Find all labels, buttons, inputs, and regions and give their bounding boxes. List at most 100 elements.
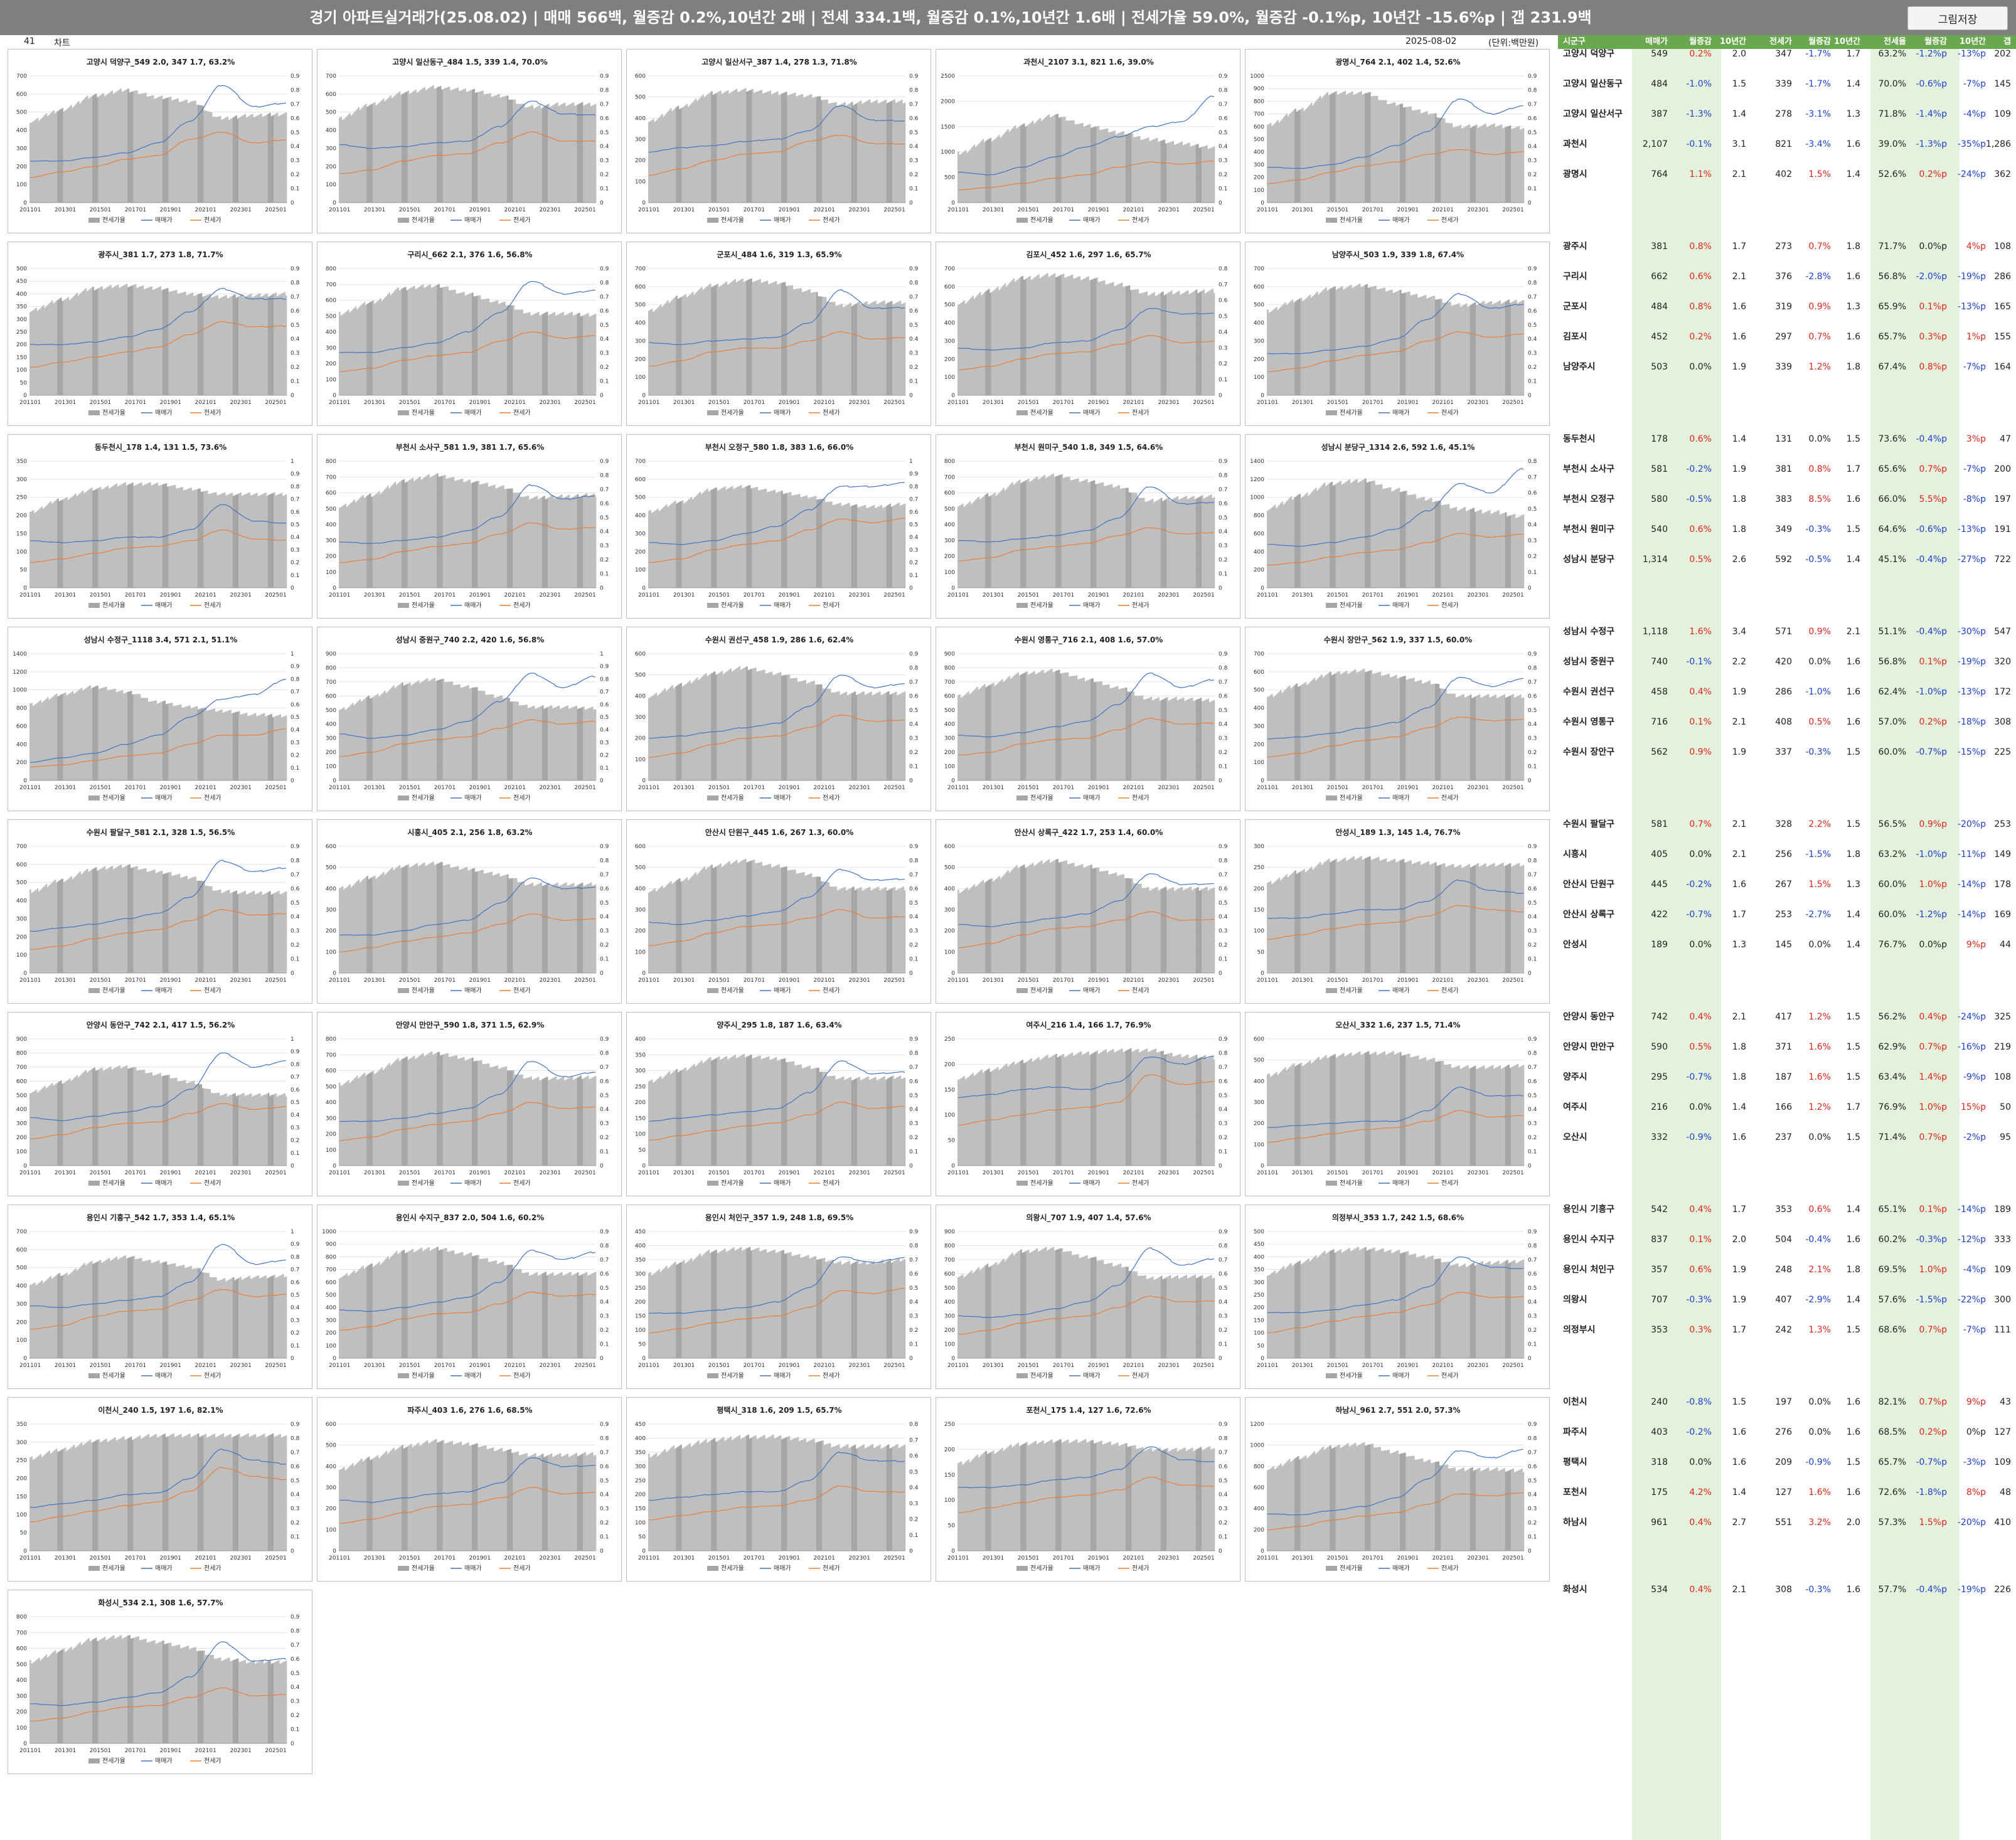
ratio-bar <box>426 475 429 588</box>
ratio-bar <box>1513 514 1516 588</box>
ratio-bar <box>124 693 127 780</box>
ratio-bar <box>1330 671 1331 780</box>
x-tick-label: 202501 <box>1193 592 1214 598</box>
y-tick-label: 600 <box>326 693 336 699</box>
ratio-bar <box>968 503 969 588</box>
ratio-bar <box>502 96 504 203</box>
ratio-bar <box>648 122 650 203</box>
ratio-bar <box>1477 127 1480 203</box>
y-tick-label: 2000 <box>941 98 955 105</box>
y2-tick-label: 0.2 <box>600 557 609 563</box>
ratio-bar <box>85 869 87 973</box>
ratio-bar <box>1477 694 1480 780</box>
ratio-bar <box>474 687 477 780</box>
ratio-bar <box>1190 146 1192 203</box>
ratio-bar <box>1172 698 1175 780</box>
ratio-bar <box>1082 123 1084 203</box>
ratio-bar <box>360 304 363 395</box>
y2-tick-label: 0.5 <box>291 130 299 136</box>
ratio-bar <box>85 97 87 203</box>
ratio-bar <box>1083 279 1085 395</box>
ratio-bar <box>957 695 959 780</box>
ratio-bar <box>369 493 371 588</box>
ratio-bar <box>681 500 684 588</box>
ratio-bar <box>181 101 183 203</box>
ratio-bar <box>1401 104 1403 203</box>
ratio-bar <box>95 93 97 203</box>
ratio-bar <box>205 110 207 203</box>
ratio-bar <box>735 668 738 780</box>
y2-tick-label: 0.6 <box>600 702 609 708</box>
ratio-bar <box>1178 499 1180 588</box>
ratio-bar <box>690 683 693 780</box>
x-tick-label: 201101 <box>947 400 969 406</box>
ratio-bar <box>114 92 116 203</box>
ratio-bar <box>806 683 808 780</box>
ratio-bar <box>1014 483 1016 588</box>
ratio-bar <box>1398 290 1400 395</box>
ratio-bar <box>269 112 271 203</box>
y-tick-label: 500 <box>16 266 27 272</box>
y2-tick-label: 0.3 <box>291 351 299 357</box>
y2-tick-label: 0.7 <box>909 497 918 503</box>
ratio-bar <box>747 279 750 395</box>
ratio-bar <box>1058 669 1060 780</box>
ratio-bar <box>972 146 974 203</box>
y-tick-label: 700 <box>635 266 646 272</box>
y-tick-label: 700 <box>16 73 27 80</box>
save-image-button[interactable]: 그림저장 <box>1907 6 2008 30</box>
ratio-bar <box>193 295 195 395</box>
ratio-bar <box>1397 678 1399 780</box>
ratio-bar <box>508 305 510 395</box>
ratio-bar <box>766 673 769 780</box>
ratio-bar <box>855 103 858 203</box>
ratio-bar <box>870 506 872 588</box>
ratio-bar <box>125 865 128 973</box>
y2-tick-label: 0.4 <box>1528 144 1537 150</box>
ratio-bar <box>545 884 547 973</box>
ratio-bar <box>803 680 805 780</box>
ratio-bar <box>764 93 765 203</box>
ratio-bar <box>574 105 576 203</box>
ratio-bar <box>1150 696 1153 780</box>
y2-tick-label: 0 <box>1219 393 1222 399</box>
ratio-bar <box>173 706 174 780</box>
ratio-bar <box>1468 509 1471 588</box>
y-tick-label: 400 <box>16 291 27 297</box>
ratio-bar <box>79 689 81 780</box>
y2-tick-label: 0.6 <box>291 702 300 708</box>
ratio-bar <box>1123 287 1124 395</box>
y2-tick-label: 0.3 <box>1219 543 1227 550</box>
x-tick-label: 202501 <box>265 592 286 598</box>
ratio-bar <box>378 102 380 203</box>
ratio-bar <box>652 890 654 973</box>
ratio-bar <box>1047 115 1048 203</box>
ratio-bar <box>1449 302 1451 395</box>
ratio-bar <box>1299 686 1301 780</box>
ratio-bar <box>121 286 124 395</box>
ratio-bar <box>476 871 478 973</box>
ratio-bar <box>1080 123 1082 203</box>
ratio-bar <box>1151 139 1154 203</box>
ratio-bar <box>58 110 61 203</box>
ratio-bar <box>1187 699 1189 780</box>
ratio-bar <box>36 117 39 203</box>
x-tick-label: 202501 <box>1193 207 1214 213</box>
ratio-bar <box>1330 482 1331 588</box>
ratio-bar <box>90 96 93 203</box>
ratio-bar <box>1490 124 1493 203</box>
y2-tick-label: 0.1 <box>1528 764 1537 770</box>
y2-tick-label: 0.5 <box>909 322 918 329</box>
ratio-bar <box>496 697 499 780</box>
y2-tick-label: 0.2 <box>909 942 918 949</box>
chart-legend: 전세가율 매매가 전세가 <box>707 409 840 417</box>
ratio-bar <box>537 499 540 588</box>
ratio-bar <box>846 304 849 395</box>
ratio-bar <box>493 875 496 973</box>
ratio-bar <box>412 684 414 780</box>
ratio-bar <box>804 291 806 395</box>
ratio-bar <box>356 309 358 395</box>
ratio-bar <box>208 886 210 973</box>
y2-tick-label: 0.7 <box>909 679 918 686</box>
y2-tick-label: 0.4 <box>291 336 300 343</box>
